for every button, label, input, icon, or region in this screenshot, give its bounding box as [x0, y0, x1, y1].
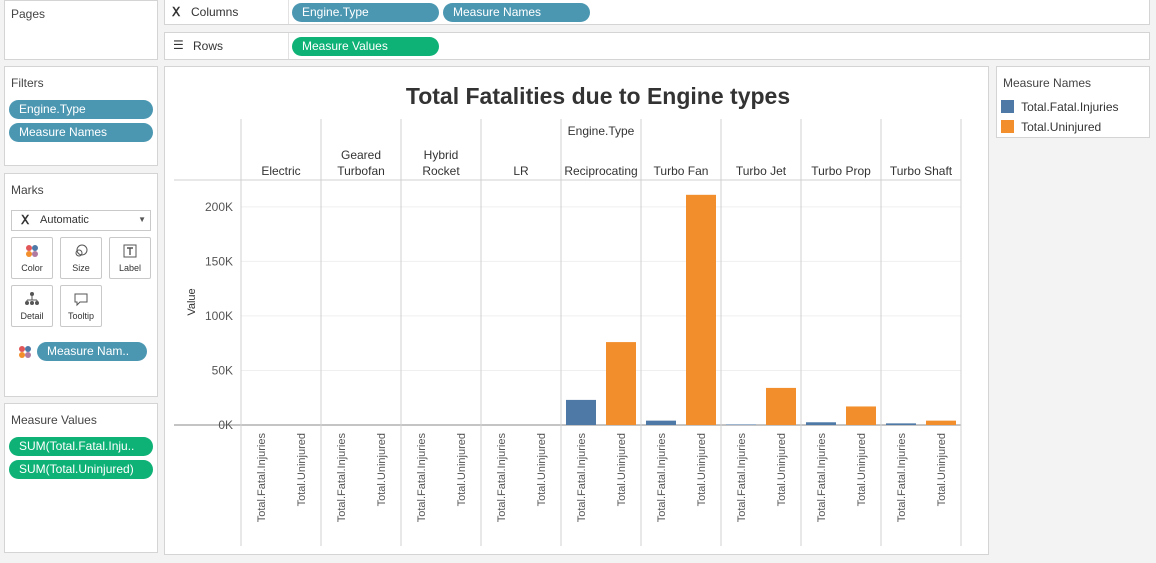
- measure-value-pill-uninjured[interactable]: SUM(Total.Uninjured): [9, 460, 153, 479]
- mark-type-label: Automatic: [40, 214, 89, 226]
- detail-label: Detail: [20, 311, 44, 321]
- category-header: Turbofan: [337, 164, 385, 178]
- legend-title: Measure Names: [1003, 76, 1092, 90]
- x-sub-label: Total.Uninjured: [536, 433, 548, 506]
- bar: [766, 387, 796, 425]
- marks-color-pill[interactable]: Measure Nam..: [37, 342, 147, 361]
- pages-panel: Pages: [4, 0, 158, 60]
- tooltip-icon: [61, 291, 101, 307]
- x-sub-label: Total.Uninjured: [456, 433, 468, 506]
- category-header: Electric: [261, 164, 300, 178]
- detail-icon: [12, 291, 52, 307]
- label-button[interactable]: Label: [109, 237, 151, 279]
- x-sub-label: Total.Uninjured: [296, 433, 308, 506]
- legend-label-uninjured: Total.Uninjured: [1021, 120, 1102, 134]
- rows-pill-measure-values[interactable]: Measure Values: [292, 37, 439, 56]
- columns-pill-engine-type[interactable]: Engine.Type: [292, 3, 439, 22]
- x-sub-label: Total.Fatal.Injuries: [656, 433, 668, 523]
- columns-label: Columns: [191, 5, 239, 19]
- y-tick-label: 100K: [205, 309, 233, 323]
- x-sub-label: Total.Fatal.Injuries: [896, 433, 908, 523]
- category-header: Rocket: [422, 164, 460, 178]
- filters-title: Filters: [11, 76, 44, 90]
- y-tick-label: 200K: [205, 200, 233, 214]
- legend-item-uninjured[interactable]: Total.Uninjured: [1001, 120, 1101, 134]
- bar-chart-icon: Ⅹ: [21, 213, 30, 227]
- legend-swatch-uninjured: [1001, 120, 1014, 133]
- x-sub-label: Total.Uninjured: [696, 433, 708, 506]
- category-header: Turbo Jet: [736, 164, 787, 178]
- category-header: Turbo Shaft: [890, 164, 953, 178]
- size-label: Size: [72, 263, 90, 273]
- x-sub-label: Total.Fatal.Injuries: [336, 433, 348, 523]
- marks-title: Marks: [11, 183, 44, 197]
- bar: [646, 420, 676, 425]
- bar: [886, 423, 916, 425]
- tooltip-label: Tooltip: [67, 311, 94, 321]
- size-button[interactable]: Size: [60, 237, 102, 279]
- bar: [606, 342, 636, 425]
- detail-button[interactable]: Detail: [11, 285, 53, 327]
- color-icon: [12, 243, 52, 259]
- columns-shelf[interactable]: Ⅹ Columns Engine.Type Measure Names: [164, 0, 1150, 25]
- legend-label-fatal: Total.Fatal.Injuries: [1021, 100, 1119, 114]
- legend-item-fatal[interactable]: Total.Fatal.Injuries: [1001, 100, 1119, 114]
- x-sub-label: Total.Fatal.Injuries: [576, 433, 588, 523]
- bar: [726, 424, 756, 425]
- y-tick-label: 50K: [212, 363, 233, 377]
- x-sub-label: Total.Uninjured: [616, 433, 628, 506]
- chevron-down-icon: ▼: [138, 215, 146, 224]
- measure-values-panel: Measure Values SUM(Total.Fatal.Inju.. SU…: [4, 403, 158, 553]
- rows-shelf[interactable]: ☰ Rows Measure Values: [164, 32, 1150, 60]
- legend-panel: Measure Names Total.Fatal.Injuries Total…: [996, 66, 1150, 138]
- columns-pill-measure-names[interactable]: Measure Names: [443, 3, 590, 22]
- label-label: Label: [118, 263, 142, 273]
- x-sub-label: Total.Fatal.Injuries: [256, 433, 268, 523]
- color-button[interactable]: Color: [11, 237, 53, 279]
- category-header: Geared: [341, 148, 381, 162]
- category-header: Turbo Prop: [811, 164, 871, 178]
- x-sub-label: Total.Uninjured: [856, 433, 868, 506]
- tooltip-button[interactable]: Tooltip: [60, 285, 102, 327]
- bar: [566, 399, 596, 425]
- size-icon: [61, 243, 101, 259]
- legend-swatch-fatal: [1001, 100, 1014, 113]
- y-tick-label: 0K: [218, 418, 233, 432]
- bar: [686, 194, 716, 425]
- mark-type-dropdown[interactable]: Ⅹ Automatic ▼: [11, 210, 151, 231]
- chart-panel: Total Fatalities due to Engine types Eng…: [164, 66, 989, 555]
- rows-icon: ☰: [173, 38, 184, 52]
- category-header: LR: [513, 164, 529, 178]
- measure-value-pill-fatal[interactable]: SUM(Total.Fatal.Inju..: [9, 437, 153, 456]
- x-sub-label: Total.Fatal.Injuries: [496, 433, 508, 523]
- x-sub-label: Total.Uninjured: [936, 433, 948, 506]
- y-axis-title: Value: [186, 288, 198, 315]
- filter-pill-engine-type[interactable]: Engine.Type: [9, 100, 153, 119]
- color-encoding-icon: [17, 344, 33, 365]
- measure-values-title: Measure Values: [11, 413, 97, 427]
- x-sub-label: Total.Fatal.Injuries: [736, 433, 748, 523]
- column-header: Engine.Type: [568, 124, 635, 138]
- x-sub-label: Total.Uninjured: [376, 433, 388, 506]
- bar: [846, 406, 876, 425]
- bar: [806, 422, 836, 425]
- pages-title: Pages: [11, 7, 46, 21]
- x-sub-label: Total.Fatal.Injuries: [816, 433, 828, 523]
- color-label: Color: [21, 263, 43, 273]
- category-header: Reciprocating: [564, 164, 637, 178]
- chart-title: Total Fatalities due to Engine types: [406, 83, 790, 109]
- columns-icon: Ⅹ: [172, 5, 182, 19]
- category-header: Turbo Fan: [654, 164, 709, 178]
- chart: Total Fatalities due to Engine types Eng…: [174, 83, 962, 546]
- marks-panel: Marks Ⅹ Automatic ▼ Color Size Label Det…: [4, 173, 158, 397]
- x-sub-label: Total.Fatal.Injuries: [416, 433, 428, 523]
- filters-panel: Filters Engine.Type Measure Names: [4, 66, 158, 166]
- text-label-icon: [110, 243, 150, 259]
- category-header: Hybrid: [424, 148, 459, 162]
- bar: [926, 420, 956, 425]
- x-sub-label: Total.Uninjured: [776, 433, 788, 506]
- filter-pill-measure-names[interactable]: Measure Names: [9, 123, 153, 142]
- y-tick-label: 150K: [205, 254, 233, 268]
- rows-label: Rows: [193, 39, 224, 53]
